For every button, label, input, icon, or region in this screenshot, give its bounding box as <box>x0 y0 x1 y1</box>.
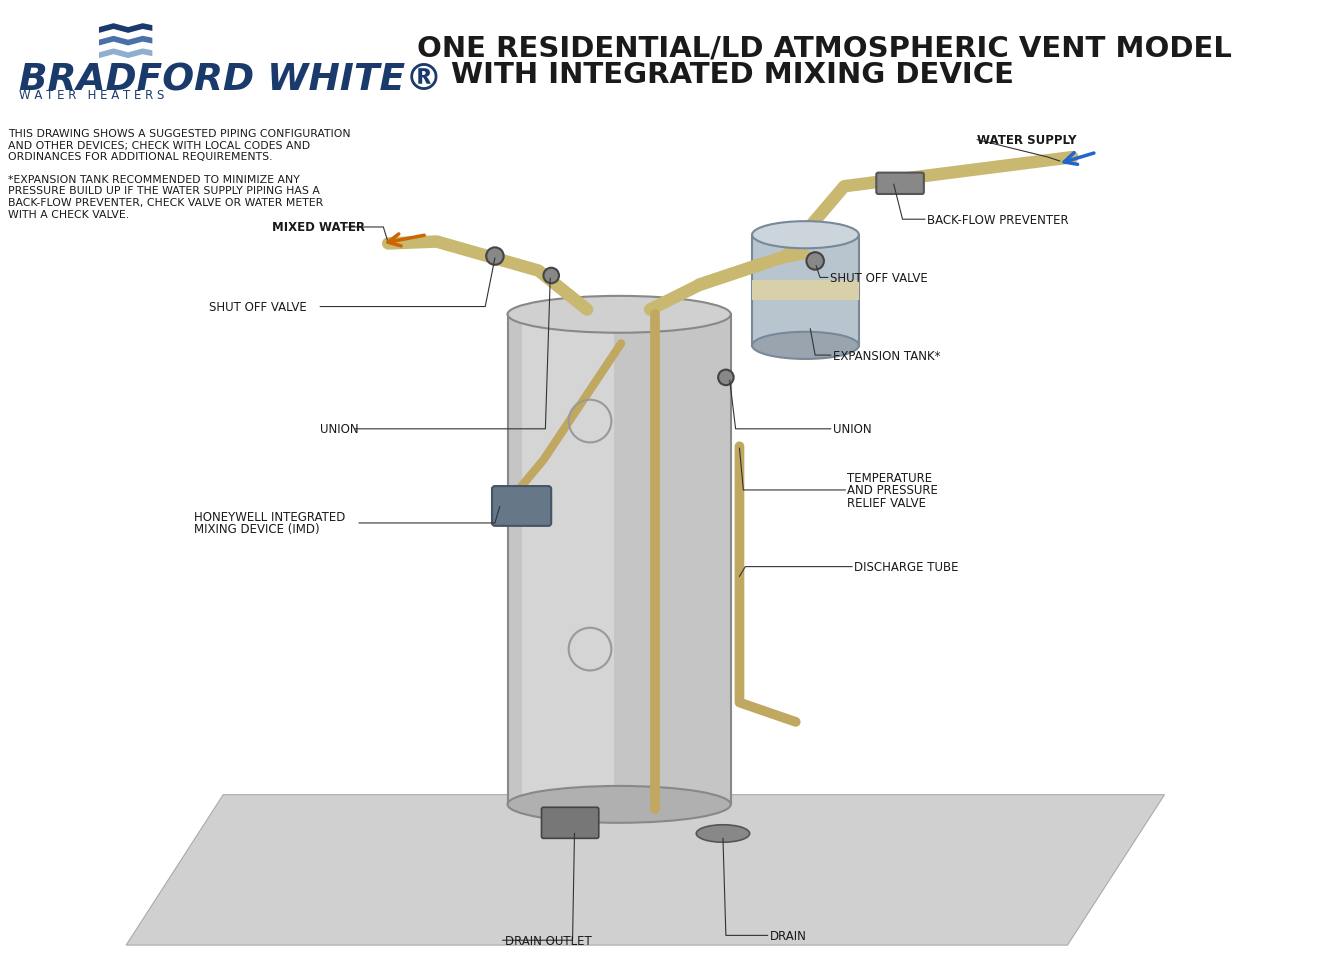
Ellipse shape <box>752 222 859 249</box>
Text: WATER SUPPLY: WATER SUPPLY <box>977 134 1076 147</box>
Text: TEMPERATURE: TEMPERATURE <box>847 471 932 484</box>
Text: MIXING DEVICE (IMD): MIXING DEVICE (IMD) <box>195 522 319 536</box>
Bar <box>522 320 614 800</box>
Text: ORDINANCES FOR ADDITIONAL REQUIREMENTS.: ORDINANCES FOR ADDITIONAL REQUIREMENTS. <box>8 153 273 162</box>
Polygon shape <box>99 37 152 46</box>
Polygon shape <box>99 24 152 34</box>
Ellipse shape <box>507 296 731 333</box>
Text: UNION: UNION <box>833 422 871 436</box>
Bar <box>752 281 859 300</box>
Text: BRADFORD WHITE®: BRADFORD WHITE® <box>20 63 444 99</box>
Polygon shape <box>99 49 152 59</box>
Text: DISCHARGE TUBE: DISCHARGE TUBE <box>854 560 959 573</box>
Text: *EXPANSION TANK RECOMMENDED TO MINIMIZE ANY: *EXPANSION TANK RECOMMENDED TO MINIMIZE … <box>8 174 299 185</box>
Text: SHUT OFF VALVE: SHUT OFF VALVE <box>209 301 306 314</box>
Text: DRAIN OUTLET: DRAIN OUTLET <box>504 934 592 947</box>
Ellipse shape <box>752 333 859 360</box>
Text: UNION: UNION <box>320 422 359 436</box>
Circle shape <box>543 268 559 284</box>
FancyBboxPatch shape <box>542 808 598 838</box>
Text: HONEYWELL INTEGRATED: HONEYWELL INTEGRATED <box>195 511 346 523</box>
Ellipse shape <box>507 786 731 822</box>
Text: BACK-FLOW PREVENTER, CHECK VALVE OR WATER METER: BACK-FLOW PREVENTER, CHECK VALVE OR WATE… <box>8 198 323 207</box>
FancyBboxPatch shape <box>876 173 924 195</box>
Text: ONE RESIDENTIAL/LD ATMOSPHERIC VENT MODEL: ONE RESIDENTIAL/LD ATMOSPHERIC VENT MODE… <box>417 34 1233 63</box>
Circle shape <box>718 371 733 385</box>
FancyBboxPatch shape <box>493 487 551 526</box>
Text: AND PRESSURE: AND PRESSURE <box>847 484 939 497</box>
Ellipse shape <box>696 824 749 842</box>
Text: BACK-FLOW PREVENTER: BACK-FLOW PREVENTER <box>927 213 1068 227</box>
Text: WITH INTEGRATED MIXING DEVICE: WITH INTEGRATED MIXING DEVICE <box>451 61 1014 89</box>
Text: THIS DRAWING SHOWS A SUGGESTED PIPING CONFIGURATION: THIS DRAWING SHOWS A SUGGESTED PIPING CO… <box>8 129 351 139</box>
Circle shape <box>486 248 503 266</box>
Text: DRAIN: DRAIN <box>769 929 806 942</box>
Text: PRESSURE BUILD UP IF THE WATER SUPPLY PIPING HAS A: PRESSURE BUILD UP IF THE WATER SUPPLY PI… <box>8 186 319 196</box>
Bar <box>507 315 731 805</box>
Text: AND OTHER DEVICES; CHECK WITH LOCAL CODES AND: AND OTHER DEVICES; CHECK WITH LOCAL CODE… <box>8 141 310 151</box>
Circle shape <box>806 253 824 270</box>
Text: WITH A CHECK VALVE.: WITH A CHECK VALVE. <box>8 209 128 219</box>
Text: RELIEF VALVE: RELIEF VALVE <box>847 497 927 510</box>
Text: MIXED WATER: MIXED WATER <box>271 221 364 234</box>
Text: W A T E R   H E A T E R S: W A T E R H E A T E R S <box>20 88 164 102</box>
Polygon shape <box>126 795 1165 945</box>
Bar <box>752 236 859 347</box>
Text: SHUT OFF VALVE: SHUT OFF VALVE <box>830 272 928 285</box>
Text: EXPANSION TANK*: EXPANSION TANK* <box>833 349 940 362</box>
